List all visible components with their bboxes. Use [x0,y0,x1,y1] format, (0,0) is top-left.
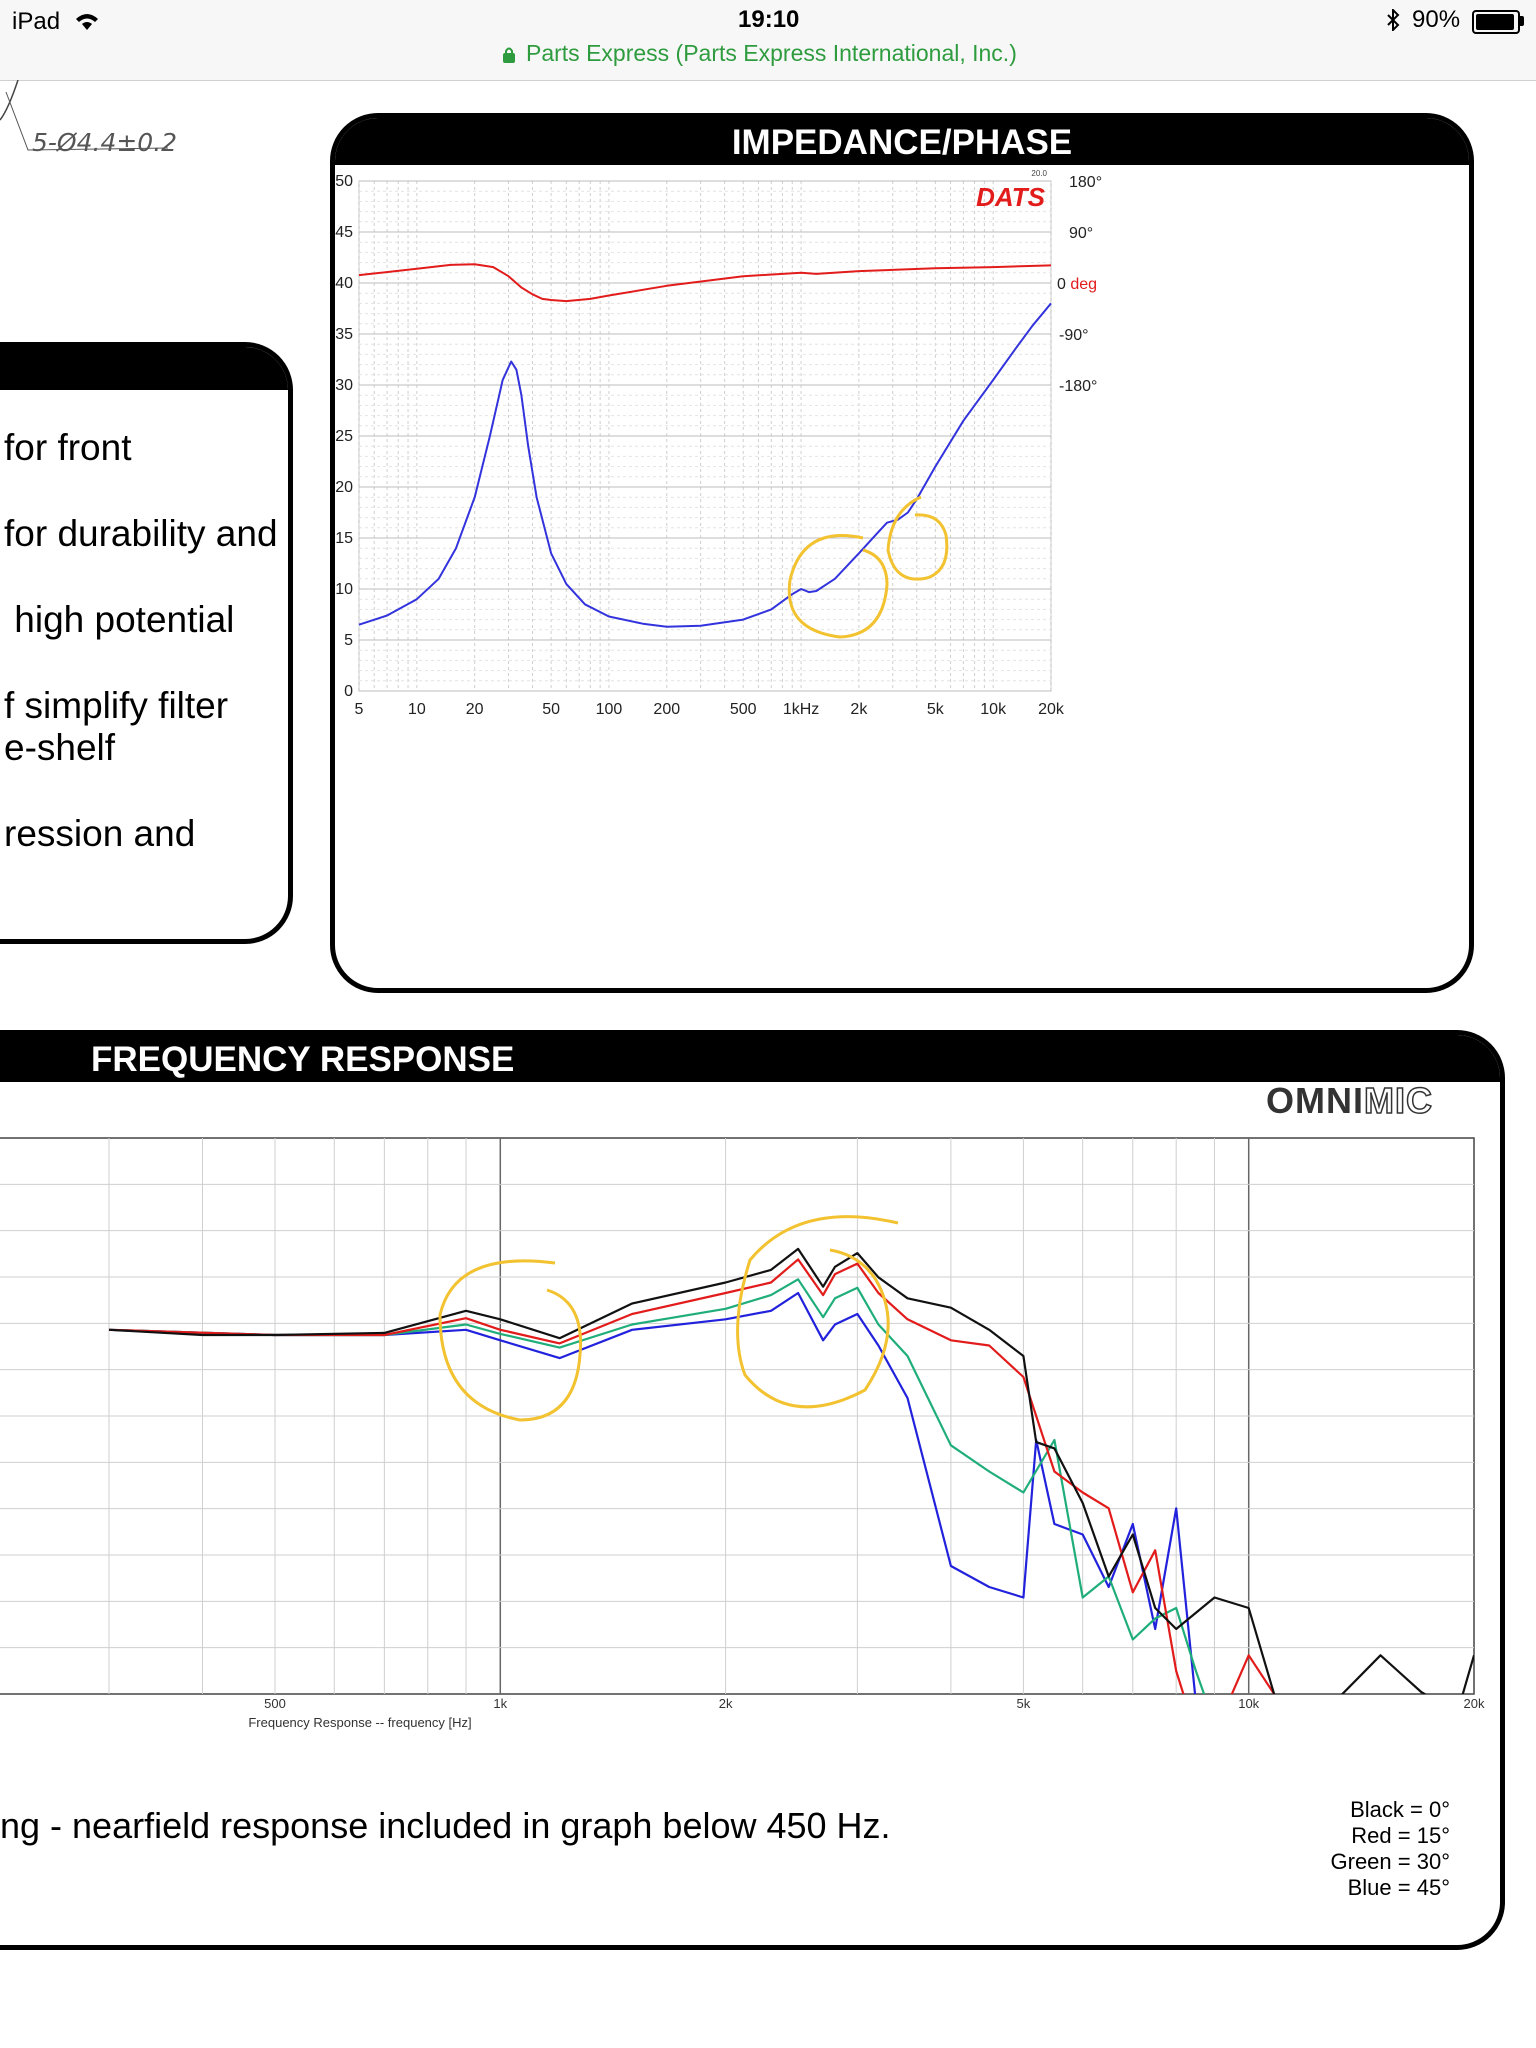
clock: 19:10 [738,6,800,33]
impedance-x-tick-label: 10k [980,701,1007,718]
phase-curve [358,263,1052,303]
impedance-x-tick-label: 2k [850,701,868,718]
features-card [0,342,293,944]
feature-line-4: f simplify filter [4,685,229,726]
response-15deg [108,1258,1276,1694]
impedance-x-tick-label: 5 [355,701,364,718]
frequency-x-tick-label: 500 [264,1696,286,1711]
impedance-y-tick-label: 15 [335,530,353,547]
impedance-y2-tick-label: -180° [1059,378,1097,395]
impedance-y-tick-label: 25 [335,428,353,445]
dimension-drawing [0,80,169,151]
dimension-label: 5-Ø4.4±0.2 [32,128,178,157]
frequency-x-tick-label: 10k [1238,1696,1259,1711]
feature-line-5: e-shelf [4,727,116,768]
status-bar: iPad 19:10 90% Parts Express (Parts Expr… [0,0,1536,81]
battery-icon [1472,10,1520,34]
feature-line-3: high potential [4,599,235,640]
impedance-y2-tick-label: 180° [1069,174,1102,191]
wifi-icon [76,14,98,30]
frequency-x-tick-label: 2k [719,1696,733,1711]
frequency-legend: Black = 0° Red = 15° Green = 30° Blue = … [1240,1797,1451,1901]
impedance-x-tick-label: 200 [653,701,680,718]
frequency-x-tick-label: 5k [1017,1696,1031,1711]
feature-line-1: for front [4,427,132,468]
frequency-chart: 500 1k 2k 5k 10k 20k Frequency Response -- fre… [0,1137,1485,1730]
frequency-grid [0,1137,1475,1695]
legend-blue: Blue = 45° [1347,1875,1450,1900]
feature-line-2: for durability and [4,513,278,554]
site-identity[interactable]: Parts Express (Parts Express Internation… [526,40,1017,66]
impedance-x-tick-label: 20 [466,701,484,718]
battery-percent: 90% [1412,6,1461,33]
impedance-y2-unit: deg [1070,276,1097,293]
impedance-y-tick-label: 30 [335,377,353,394]
annotation-circle [787,534,889,639]
impedance-x-tick-label: 100 [596,701,623,718]
impedance-y-tick-label: 50 [335,173,353,190]
lock-icon [503,47,515,63]
impedance-grid [358,180,1052,692]
frequency-x-axis-label: Frequency Response -- frequency [Hz] [248,1715,471,1730]
impedance-y-tick-label: 0 [344,683,353,700]
annotation-circle [736,1215,899,1409]
frequency-x-tick-label: 1k [493,1696,507,1711]
dats-version: 20.0 [1031,169,1047,178]
impedance-y2-tick-label: -90° [1059,327,1089,344]
impedance-x-tick-label: 20k [1038,701,1065,718]
impedance-x-tick-label: 5k [927,701,945,718]
impedance-y-tick-label: 5 [344,632,353,649]
impedance-x-tick-label: 500 [730,701,757,718]
annotation-circle [886,495,949,581]
impedance-y-tick-label: 35 [335,326,353,343]
impedance-y-tick-label: 20 [335,479,353,496]
impedance-x-tick-label: 50 [542,701,560,718]
legend-red: Red = 15° [1351,1823,1450,1848]
dats-logo: DATS [976,182,1046,212]
device-name: iPad [12,8,61,35]
response-45deg [108,1291,1197,1694]
impedance-title: IMPEDANCE/PHASE [335,118,1469,165]
impedance-y2-tick-label: 90° [1069,225,1093,242]
annotation-circle [438,1259,583,1422]
impedance-y-tick-label: 10 [335,581,353,598]
legend-black: Black = 0° [1350,1797,1450,1822]
response-0deg [108,1247,1474,1694]
bluetooth-icon [1387,9,1400,31]
frequency-title: FREQUENCY RESPONSE [0,1035,1500,1082]
impedance-y-tick-label: 45 [335,224,353,241]
impedance-y-tick-label: 40 [335,275,353,292]
omnimic-logo: OMNIMIC [1266,1079,1433,1122]
impedance-x-tick-label: 1kHz [783,701,819,718]
features-card-header [0,347,288,390]
impedance-x-tick-label: 10 [408,701,426,718]
frequency-x-tick-label: 20k [1464,1696,1485,1711]
legend-green: Green = 30° [1330,1849,1451,1874]
impedance-y2-tick-label: 0 deg [1057,276,1097,293]
feature-line-6: ression and [4,813,196,854]
frequency-note: ng - nearfield response included in grap… [0,1805,891,1846]
impedance-curve [358,302,1052,628]
